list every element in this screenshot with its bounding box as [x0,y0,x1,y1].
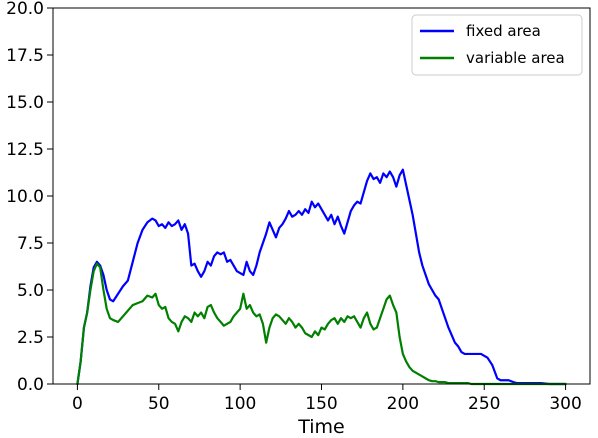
y-tick-label: 10.0 [6,187,44,207]
x-tick-label: 150 [305,394,337,414]
x-tick-label: 300 [549,394,581,414]
y-axis: 0.0 2.5 5.0 7.5 10.0 12.5 15.0 17.5 20.0 [6,0,53,395]
y-tick-label: 7.5 [17,234,44,254]
series-line-fixed-area [76,168,567,386]
legend-label: variable area [466,49,565,67]
x-tick-label: 250 [468,394,500,414]
y-tick-label: 15.0 [6,93,44,113]
y-tick-label: 12.5 [6,140,44,160]
x-axis: 0 50 100 150 200 250 300 [72,384,582,414]
y-tick-label: 17.5 [6,46,44,66]
legend: fixed area variable area [411,14,583,76]
legend-box [411,14,583,76]
x-tick-label: 0 [72,394,83,414]
y-tick-label: 0.0 [17,375,44,395]
x-tick-label: 50 [148,394,170,414]
y-tick-label: 20.0 [6,0,44,19]
x-axis-label: Time [297,416,345,438]
y-tick-label: 5.0 [17,281,44,301]
legend-label: fixed area [466,22,541,40]
series-line-variable-area [76,262,567,386]
x-tick-label: 100 [224,394,256,414]
x-tick-label: 200 [387,394,419,414]
y-tick-label: 2.5 [17,328,44,348]
series-layer [76,168,567,386]
